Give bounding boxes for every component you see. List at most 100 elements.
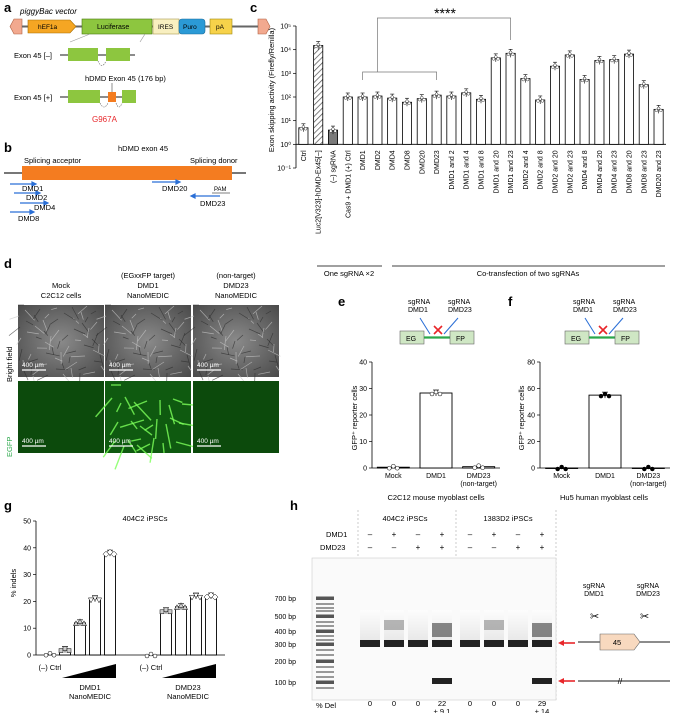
chart-c-point [435, 92, 439, 96]
chart-c-point [521, 77, 525, 82]
chart-f-ylabel: GFP⁺ reporter cells [517, 385, 526, 450]
data-point [188, 594, 196, 601]
y-tick-label: 20 [23, 599, 31, 606]
chart-c-point [659, 108, 663, 112]
chart-g-dmd1-label: DMD1 NanoMEDIC [69, 683, 112, 701]
ladder-band [316, 680, 334, 684]
chart-c-bar [372, 95, 383, 145]
x-tick-label: DMD1 [426, 473, 446, 480]
scalebar-label: 400 µm [197, 362, 219, 369]
x-tick-label: Mock [385, 473, 402, 480]
chart-g-ylabel: % indels [9, 569, 18, 598]
y-tick-label: 10 [359, 439, 367, 446]
del-value: 0 [492, 699, 496, 708]
y-tick-label: 40 [527, 413, 535, 420]
chart-c-bar [431, 94, 442, 145]
bar [74, 622, 86, 656]
chart-c-xtick: DMD4 and 8 [582, 150, 589, 189]
chart-c-xtick: DMD1 [360, 150, 367, 170]
data-point [563, 466, 568, 472]
data-point [437, 391, 443, 397]
col-header-name: Mock [52, 281, 70, 290]
chart-c-bar [550, 65, 560, 145]
dmd23-sign: – [468, 543, 473, 552]
chart-g-title: 404C2 iPSCs [122, 514, 167, 523]
del-value: 0 [516, 699, 520, 708]
egfp-image: 400 µm [18, 381, 104, 453]
data-point [110, 550, 118, 558]
ladder-label: 400 bp [275, 629, 297, 636]
chart-c-bar [624, 53, 634, 145]
bar [419, 392, 453, 469]
panel-label-e: e [338, 294, 345, 309]
chart-c-bar [402, 101, 412, 145]
chart-c-point [506, 52, 510, 56]
chart-c-point [595, 59, 599, 64]
puro-box [178, 18, 206, 35]
ladder-label: 500 bp [275, 614, 297, 621]
chart-g: % indels 404C2 iPSCs 0 10 20 30 40 50 (–) Ctrl… [9, 514, 225, 701]
data-point [387, 465, 392, 471]
scissors-icon: ✂ [640, 611, 649, 623]
guide-dmd1: DMD1 [22, 184, 43, 193]
col-header-sub: NanoMEDIC [127, 291, 170, 300]
itr-left-shape [9, 18, 23, 35]
data-point [163, 607, 169, 613]
exon45-minus-label: Exon 45 [–] [14, 51, 52, 60]
chart-c-xtick: Cas9 + DMD1 (+) Ctrl [345, 150, 352, 218]
chart-c-ytick: 10² [281, 95, 292, 102]
chart-c-point [437, 94, 441, 98]
chart-c-significance: **** [434, 5, 456, 21]
chart-c-point [318, 44, 322, 49]
panel-label-d: d [4, 256, 12, 271]
chart-c-point [358, 96, 362, 100]
chart-c-xtick: DMD8 and 20 [627, 150, 634, 193]
chart-c: Exon skipping activity (Firefly/Renilla)… [267, 5, 666, 278]
egfp-image: 400 µm [193, 381, 279, 453]
bar [588, 394, 622, 469]
chart-g-ctrl-label-2: (–) Ctrl [140, 663, 163, 672]
data-point [72, 620, 80, 626]
guide-arrows [10, 179, 220, 215]
chart-c-point [582, 76, 587, 81]
chart-c-point [301, 125, 305, 129]
chart-c-point [627, 51, 631, 55]
row-label-egfp: EGFP [5, 437, 14, 457]
schematic-sgrna2-label: sgRNA DMD23 [613, 299, 637, 314]
data-point [480, 465, 485, 470]
guide-dmd8: DMD8 [18, 214, 39, 223]
data-point [177, 602, 185, 608]
data-point [152, 653, 158, 659]
chart-c-point [452, 95, 456, 99]
ladder-label: 300 bp [275, 642, 297, 649]
chart-c-xtick: DMD2 and 4 [523, 150, 530, 189]
data-point [66, 648, 72, 653]
chart-c-point [496, 57, 500, 61]
ladder-band [316, 659, 334, 663]
gel-sgrna2-label: sgRNA DMD23 [636, 583, 660, 598]
chart-c-point [639, 84, 644, 88]
chart-c-point [481, 98, 485, 102]
chart-c-point [346, 94, 350, 98]
chart-c-point [568, 52, 572, 56]
chart-c-point [551, 65, 555, 69]
y-tick-label: 40 [359, 360, 367, 367]
data-point [43, 652, 49, 658]
chart-e-caption: C2C12 mouse myoblast cells [387, 493, 484, 502]
x-tick-label: DMD1 [595, 473, 615, 480]
data-point [62, 646, 68, 651]
panel-label-h: h [290, 498, 298, 513]
chart-c-point [329, 129, 333, 133]
scalebar-label: 400 µm [22, 362, 44, 369]
chart-c-xtick: Luc2[V323]-hDMD-Ex45[–] [316, 150, 323, 234]
chart-c-ytick: 10⁴ [280, 47, 291, 54]
data-point [211, 593, 219, 601]
y-tick-label: 60 [527, 386, 535, 393]
chart-c-point [509, 50, 513, 54]
itr-right-shape [257, 18, 271, 35]
chart-c-point [466, 92, 470, 96]
chart-c-point [612, 57, 616, 61]
chart-c-point [331, 127, 335, 131]
